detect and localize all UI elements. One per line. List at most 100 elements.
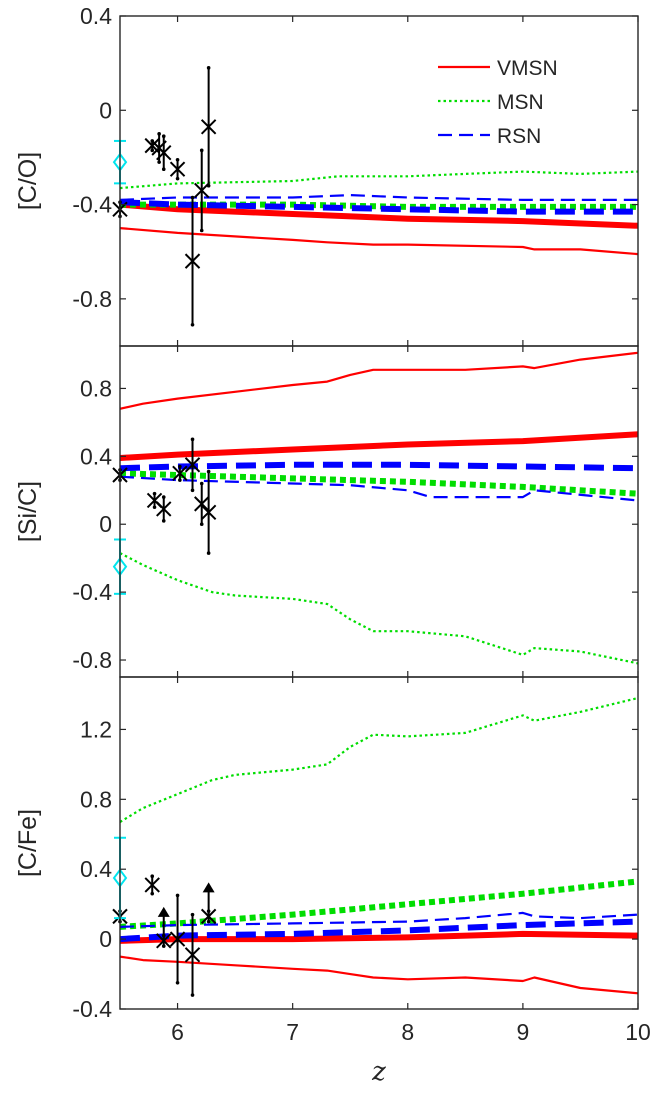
series-dotted-thick-3 — [120, 470, 638, 497]
data-point-2 — [146, 491, 163, 510]
series-dotted-thick-3 — [120, 201, 638, 210]
series-dashed-thin-6 — [120, 194, 638, 201]
model-lines — [120, 696, 638, 995]
error-cap — [150, 874, 155, 878]
series-solid-thin-2 — [120, 955, 638, 995]
data-point-6 — [184, 195, 201, 327]
error-cap — [161, 519, 166, 523]
error-cap — [190, 993, 195, 997]
x-tick-label: 7 — [286, 1019, 299, 1045]
error-cap — [150, 891, 155, 896]
error-cap — [190, 437, 195, 442]
y-axis-label: [Si/C] — [14, 481, 42, 542]
data-point-2 — [144, 874, 160, 896]
y-tick-label: 0 — [99, 97, 112, 123]
legend-item-vmsn: VMSN — [438, 57, 558, 80]
data-point-7 — [194, 148, 210, 233]
y-axis-label: [C/O] — [14, 152, 42, 210]
panels: -0.8-0.400.4[C/O]-0.8-0.400.40.8[Si/C]-0… — [14, 3, 651, 1045]
y-tick-label: -0.4 — [72, 996, 112, 1022]
data-point-4 — [172, 464, 188, 482]
error-cap — [206, 919, 211, 924]
error-cap — [175, 157, 180, 162]
error-cap — [161, 134, 166, 139]
data-point-5 — [184, 437, 201, 493]
error-cap — [175, 176, 180, 181]
data-point-6 — [200, 882, 217, 925]
panel-1: -0.8 -0.4 0 0.4 [C/O] — [14, 3, 639, 347]
cross-marker — [169, 161, 186, 177]
error-cap — [161, 167, 166, 172]
data-point-5 — [169, 157, 186, 181]
y-tick-label: -0.8 — [72, 286, 112, 312]
error-cap — [157, 160, 161, 164]
error-cap — [178, 464, 182, 469]
y-tick-label: 0.4 — [80, 443, 112, 469]
lower-limit-arrow — [202, 882, 215, 893]
y-tick-label: 0.8 — [80, 375, 112, 401]
y-tick-label: 1.2 — [80, 716, 112, 742]
cross-marker — [194, 496, 210, 512]
x-tick-label: 8 — [401, 1019, 414, 1045]
error-cap — [190, 322, 195, 327]
x-axis-label: z — [371, 1057, 386, 1087]
error-cap — [206, 66, 211, 70]
data-point-3 — [156, 906, 172, 949]
cross-marker — [194, 182, 210, 199]
error-cap — [190, 195, 195, 200]
observations — [112, 66, 217, 327]
data-point-6 — [194, 481, 210, 527]
observations — [112, 437, 217, 555]
legend-label: MSN — [497, 91, 544, 114]
series-dashed-thick-5 — [120, 199, 638, 215]
x-tick-label: 9 — [516, 1019, 529, 1045]
data-point-7 — [200, 469, 217, 555]
y-tick-label: 0 — [99, 511, 112, 537]
data-point-4 — [156, 134, 172, 172]
y-ticks: -0.4 0 0.4 0.8 1.2 — [72, 716, 638, 1022]
data-point-8 — [200, 66, 217, 188]
error-cap — [206, 551, 211, 555]
error-cap — [206, 183, 211, 188]
model-lines — [120, 351, 638, 665]
series-solid-thick-1 — [120, 431, 638, 461]
error-cap — [152, 491, 157, 496]
series-dotted-thin-4 — [120, 170, 638, 190]
data-point-3 — [156, 495, 172, 523]
error-cap — [199, 148, 204, 153]
x-tick-labels: 6 7 8 9 10 — [171, 1019, 651, 1045]
series-dashed-thin-6 — [120, 475, 638, 502]
y-tick-label: 0.8 — [80, 786, 112, 812]
series-solid-thick-1 — [120, 930, 638, 944]
error-cap — [190, 488, 195, 493]
error-cap — [199, 228, 204, 233]
y-tick-label: -0.4 — [72, 192, 112, 218]
data-point-4 — [169, 893, 186, 985]
panel-3: -0.4 0 0.4 0.8 1.2 [C/Fe] — [14, 676, 639, 1022]
error-cap — [175, 893, 180, 898]
cross-marker — [156, 145, 172, 161]
model-lines — [120, 170, 638, 256]
axes-frame — [119, 676, 639, 1010]
error-cap — [199, 481, 204, 486]
axes-frame — [119, 15, 639, 347]
cross-marker — [184, 457, 201, 473]
legend: VMSN MSN RSN — [438, 57, 558, 148]
x-ticks — [176, 677, 639, 1009]
y-tick-label: -0.4 — [72, 579, 112, 605]
cross-marker — [184, 947, 201, 963]
y-tick-label: -0.8 — [72, 647, 112, 673]
error-cap — [152, 505, 157, 510]
series-dashed-thin-6 — [120, 911, 638, 928]
y-axis-label: [C/Fe] — [14, 809, 42, 877]
error-cap — [175, 980, 180, 985]
series-dotted-thin-4 — [120, 552, 638, 665]
legend-label: VMSN — [497, 57, 558, 80]
series-solid-thin-2 — [120, 227, 638, 256]
x-tick-label: 10 — [625, 1019, 651, 1045]
error-cap — [150, 148, 155, 153]
error-cap — [178, 478, 182, 482]
cross-marker — [172, 465, 188, 482]
panel-2: -0.8 -0.4 0 0.4 0.8 [Si/C] — [14, 345, 639, 678]
